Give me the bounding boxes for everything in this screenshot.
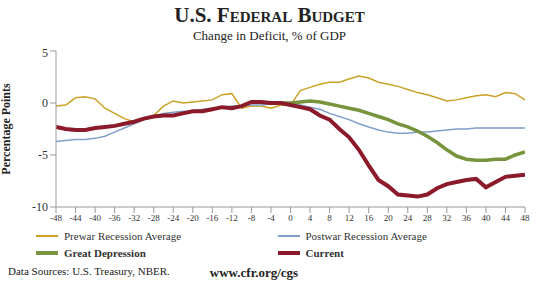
svg-text:0: 0 (288, 213, 293, 223)
svg-text:-5: -5 (38, 148, 48, 162)
svg-text:20: 20 (384, 213, 394, 223)
html-text:Current: Current (305, 246, 344, 259)
svg-text:8: 8 (327, 213, 332, 223)
svg-text:32: 32 (442, 213, 451, 223)
html-text:Great Depression: Great Depression (64, 246, 146, 259)
html-text:U.S. Federal Budget: U.S. Federal Budget (174, 3, 365, 27)
svg-text:-36: -36 (109, 213, 121, 223)
svg-text:-4: -4 (267, 213, 275, 223)
svg-text:36: 36 (462, 213, 472, 223)
svg-text:24: 24 (403, 213, 413, 223)
svg-text:-48: -48 (50, 213, 62, 223)
svg-text:4: 4 (308, 213, 313, 223)
svg-text:12: 12 (345, 213, 354, 223)
html-text:Change in Deficit, % of GDP: Change in Deficit, % of GDP (193, 28, 346, 43)
svg-text:-16: -16 (206, 213, 218, 223)
html-text:Data Sources: U.S. Treasury, N: Data Sources: U.S. Treasury, NBER. (8, 265, 170, 277)
svg-text:16: 16 (364, 213, 374, 223)
svg-text:40: 40 (481, 213, 491, 223)
svg-text:-32: -32 (128, 213, 140, 223)
svg-text:-10: -10 (32, 200, 48, 214)
html-text:Prewar Recession Average: Prewar Recession Average (64, 229, 182, 242)
svg-text:-40: -40 (89, 213, 101, 223)
svg-text:-24: -24 (167, 213, 179, 223)
svg-text:5: 5 (42, 46, 48, 60)
svg-text:48: 48 (521, 213, 531, 223)
svg-text:-28: -28 (148, 213, 160, 223)
svg-text:-44: -44 (70, 213, 82, 223)
svg-text:0: 0 (42, 96, 48, 110)
svg-text:-20: -20 (187, 213, 199, 223)
svg-text:44: 44 (501, 213, 511, 223)
svg-text:-8: -8 (248, 213, 256, 223)
html-text:Postwar Recession Average: Postwar Recession Average (305, 229, 427, 242)
svg-text:28: 28 (423, 213, 433, 223)
svg-text:Percentage Points: Percentage Points (8, 83, 13, 175)
html-text:www.cfr.org/cgs: www.cfr.org/cgs (209, 265, 299, 280)
svg-text:-12: -12 (226, 213, 238, 223)
